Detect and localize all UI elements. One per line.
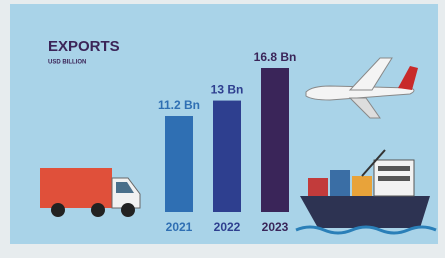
bar bbox=[165, 116, 193, 212]
value-label: 11.2 Bn bbox=[158, 98, 200, 112]
value-label: 16.8 Bn bbox=[254, 50, 297, 64]
bar bbox=[261, 68, 289, 212]
bar bbox=[213, 101, 241, 212]
x-tick-label: 2023 bbox=[262, 220, 289, 234]
value-label: 13 Bn bbox=[211, 83, 244, 97]
chart-title: EXPORTS bbox=[48, 38, 120, 55]
chart: EXPORTS USD BILLION 11.2 Bn 2021 13 Bn 2022… bbox=[0, 0, 445, 258]
x-tick-label: 2021 bbox=[166, 220, 193, 234]
chart-subtitle: USD BILLION bbox=[48, 60, 86, 66]
x-tick-label: 2022 bbox=[214, 220, 241, 234]
